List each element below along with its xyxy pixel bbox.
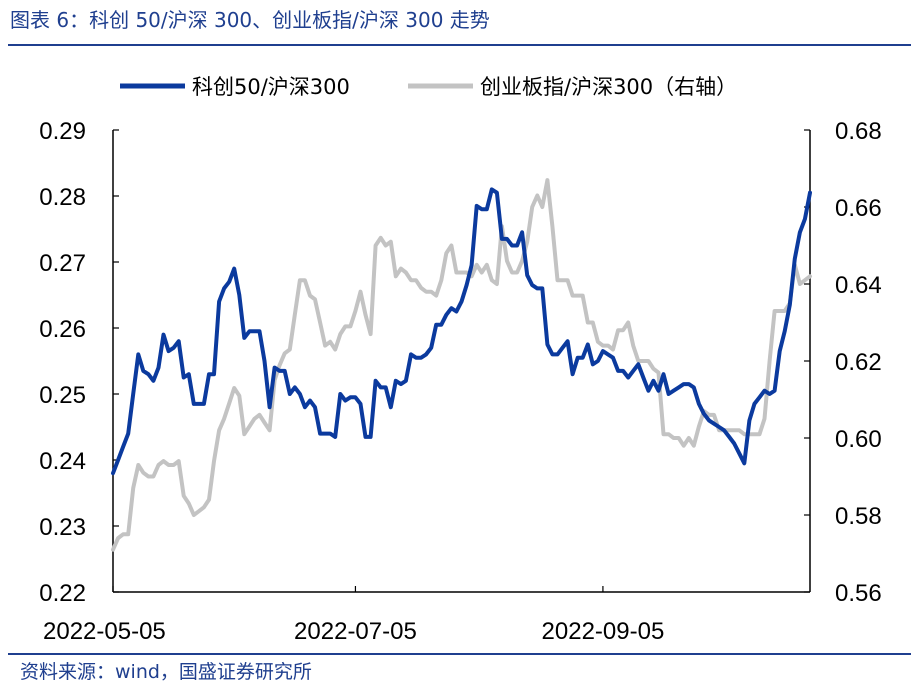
left-tick-label: 0.23 [39, 514, 86, 541]
right-tick-label: 0.56 [835, 580, 882, 607]
x-tick-label: 2022-07-05 [294, 618, 417, 645]
right-tick-label: 0.64 [835, 272, 882, 299]
left-tick-label: 0.25 [39, 382, 86, 409]
legend-label-kechuang: 科创50/沪深300 [192, 75, 350, 99]
right-tick-label: 0.62 [835, 349, 882, 376]
title-rule [8, 44, 911, 46]
figure-title: 图表 6：科创 50/沪深 300、创业板指/沪深 300 走势 [10, 8, 490, 32]
right-axis-ticks: 0.56 0.58 0.60 0.62 0.64 0.66 0.68 [804, 118, 882, 607]
chart-axes [112, 130, 811, 593]
left-axis-ticks: 0.22 0.23 0.24 0.25 0.26 0.27 0.28 0.29 [39, 118, 119, 607]
left-tick-label: 0.24 [39, 448, 86, 475]
footer-rule [8, 653, 911, 655]
series-line-kechuang [111, 187, 812, 476]
left-tick-label: 0.22 [39, 580, 86, 607]
source-note: 资料来源：wind，国盛证券研究所 [20, 661, 312, 683]
x-tick-label: 2022-09-05 [542, 618, 665, 645]
left-tick-label: 0.26 [39, 316, 86, 343]
series-lines [111, 178, 812, 552]
left-tick-label: 0.28 [39, 184, 86, 211]
right-tick-label: 0.60 [835, 426, 882, 453]
series-line-chuangye [111, 178, 812, 552]
right-tick-label: 0.58 [835, 503, 882, 530]
chart-legend: 科创50/沪深300 创业板指/沪深300（右轴） [120, 75, 737, 99]
right-tick-label: 0.68 [835, 118, 882, 145]
left-tick-label: 0.27 [39, 250, 86, 277]
x-axis-ticks: 2022-05-05 2022-07-05 2022-09-05 [43, 586, 664, 645]
legend-label-chuangye: 创业板指/沪深300（右轴） [480, 75, 737, 99]
right-tick-label: 0.66 [835, 195, 882, 222]
x-tick-label: 2022-05-05 [43, 618, 166, 645]
left-tick-label: 0.29 [39, 118, 86, 145]
